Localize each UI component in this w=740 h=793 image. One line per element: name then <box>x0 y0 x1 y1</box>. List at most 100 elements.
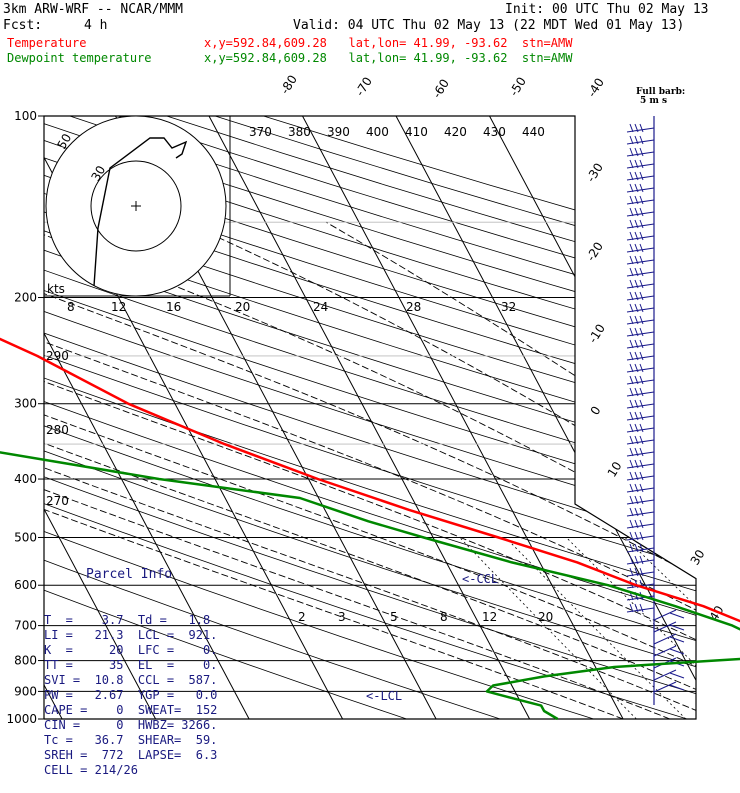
isotherm-label: -60 <box>430 77 452 101</box>
wind-barb <box>627 340 654 348</box>
wind-barb <box>627 160 654 168</box>
wind-barb <box>627 256 654 264</box>
wind-barb <box>627 148 654 156</box>
parcel-info-row: K = 20 LFC = 0. <box>44 643 234 658</box>
wind-barb <box>654 610 684 620</box>
mixing-ratio-label: 12 <box>111 300 126 314</box>
wind-barb <box>654 646 684 656</box>
wind-barb <box>627 268 654 276</box>
wind-barb <box>627 460 654 468</box>
parcel-info-row: TT = 35 EL = 0. <box>44 658 234 673</box>
pressure-label: 500 <box>14 530 37 544</box>
isotherm-label: -30 <box>584 161 606 185</box>
isotherm-label: -70 <box>353 75 375 99</box>
isotherm <box>209 116 530 719</box>
isotherm-label: -50 <box>507 75 529 99</box>
wind-barb <box>627 184 654 192</box>
pressure-label: 700 <box>14 619 37 633</box>
theta-e-label: 390 <box>327 125 350 139</box>
mixing-ratio-label: 32 <box>501 300 516 314</box>
theta-e-label: 420 <box>444 125 467 139</box>
wind-barb <box>627 316 654 324</box>
parcel-info-row: SVI = 10.8 CCL = 587. <box>44 673 234 688</box>
kts-label: kts <box>47 282 65 296</box>
wind-barb <box>627 472 654 480</box>
wind-barb <box>627 196 654 204</box>
parcel-info-row: CELL = 214/26 <box>44 763 234 778</box>
isotherm <box>396 116 717 719</box>
parcel-info-row: LI = 21.3 LCL = 921. <box>44 628 234 643</box>
mixing-ratio-label: 12 <box>482 610 497 624</box>
lcl-marker: <-LCL <box>366 689 402 703</box>
wind-barb <box>627 364 654 372</box>
pressure-label: 300 <box>14 397 37 411</box>
isotherm-label: 30 <box>688 547 708 567</box>
isotherm-label: -10 <box>586 322 608 346</box>
pressure-label: 600 <box>14 578 37 592</box>
theta-e-label: 400 <box>366 125 389 139</box>
mixing-ratio-label: 28 <box>406 300 421 314</box>
wind-barb <box>627 292 654 300</box>
parcel-info-row: T = 3.7 Td = 1.8 <box>44 613 234 628</box>
pressure-label: 100 <box>14 109 37 123</box>
theta-e-label: 410 <box>405 125 428 139</box>
mixing-ratio-label: 16 <box>166 300 181 314</box>
wind-barb <box>627 412 654 420</box>
ccl-marker: <-CCL <box>462 572 498 586</box>
wind-barb <box>627 328 654 336</box>
pressure-label: 800 <box>14 654 37 668</box>
mixing-ratio-label: 8 <box>440 610 448 624</box>
wind-barb <box>627 448 654 456</box>
parcel-info-row: Tc = 36.7 SHEAR= 59. <box>44 733 234 748</box>
wind-barb <box>627 124 654 132</box>
isotherm <box>490 116 740 719</box>
theta-e-label: 380 <box>288 125 311 139</box>
parcel-info-row: CIN = 0 HWBZ= 3266. <box>44 718 234 733</box>
mixing-ratio-label: 8 <box>67 300 75 314</box>
theta-e-label: 440 <box>522 125 545 139</box>
wind-barb <box>627 208 654 216</box>
wind-barb <box>627 280 654 288</box>
dry-adiabat-label: 270 <box>46 494 69 508</box>
isotherm <box>677 116 740 719</box>
barb-units: 5 m s <box>640 96 667 106</box>
isotherm-label: 10 <box>605 459 625 479</box>
wind-barb <box>627 520 654 528</box>
wind-barb <box>627 496 654 504</box>
mixing-ratio-label: 24 <box>313 300 328 314</box>
parcel-info-row: CAPE = 0 SWEAT= 152 <box>44 703 234 718</box>
mixing-ratio-label: 20 <box>538 610 553 624</box>
wind-barb <box>627 244 654 252</box>
isotherm-label: 0 <box>588 404 604 418</box>
wind-barb <box>627 484 654 492</box>
mixing-ratio-label: 3 <box>338 610 346 624</box>
pressure-label: 400 <box>14 472 37 486</box>
wind-barb <box>654 670 684 680</box>
wind-barb <box>627 376 654 384</box>
parcel-info-row: PW = 2.67 YGP = 0.0 <box>44 688 234 703</box>
isotherm-label: -40 <box>585 76 607 100</box>
wind-barb <box>627 400 654 408</box>
wind-barb <box>627 508 654 516</box>
mixing-ratio-label: 2 <box>298 610 306 624</box>
pressure-label: 900 <box>14 684 37 698</box>
parcel-info-row: SREH = 772 LAPSE= 6.3 <box>44 748 234 763</box>
mixing-ratio-label: 5 <box>390 610 398 624</box>
isotherm-label: -20 <box>584 240 606 264</box>
wind-barb <box>627 388 654 396</box>
pressure-label: 1000 <box>6 712 37 726</box>
theta-e-label: 370 <box>249 125 272 139</box>
wind-barb <box>654 682 684 692</box>
wind-barb <box>627 352 654 360</box>
isotherm-label: -80 <box>278 73 300 97</box>
moist-adiabat <box>185 222 740 719</box>
wind-barb <box>627 232 654 240</box>
wind-barb <box>627 424 654 432</box>
dry-adiabat-label: 280 <box>46 423 69 437</box>
wind-barbs <box>627 116 684 705</box>
wind-barb <box>627 172 654 180</box>
wind-barb <box>627 304 654 312</box>
pressure-label: 200 <box>14 291 37 305</box>
parcel-info-title: Parcel Info <box>44 567 234 583</box>
dry-adiabat-label: 290 <box>46 349 69 363</box>
